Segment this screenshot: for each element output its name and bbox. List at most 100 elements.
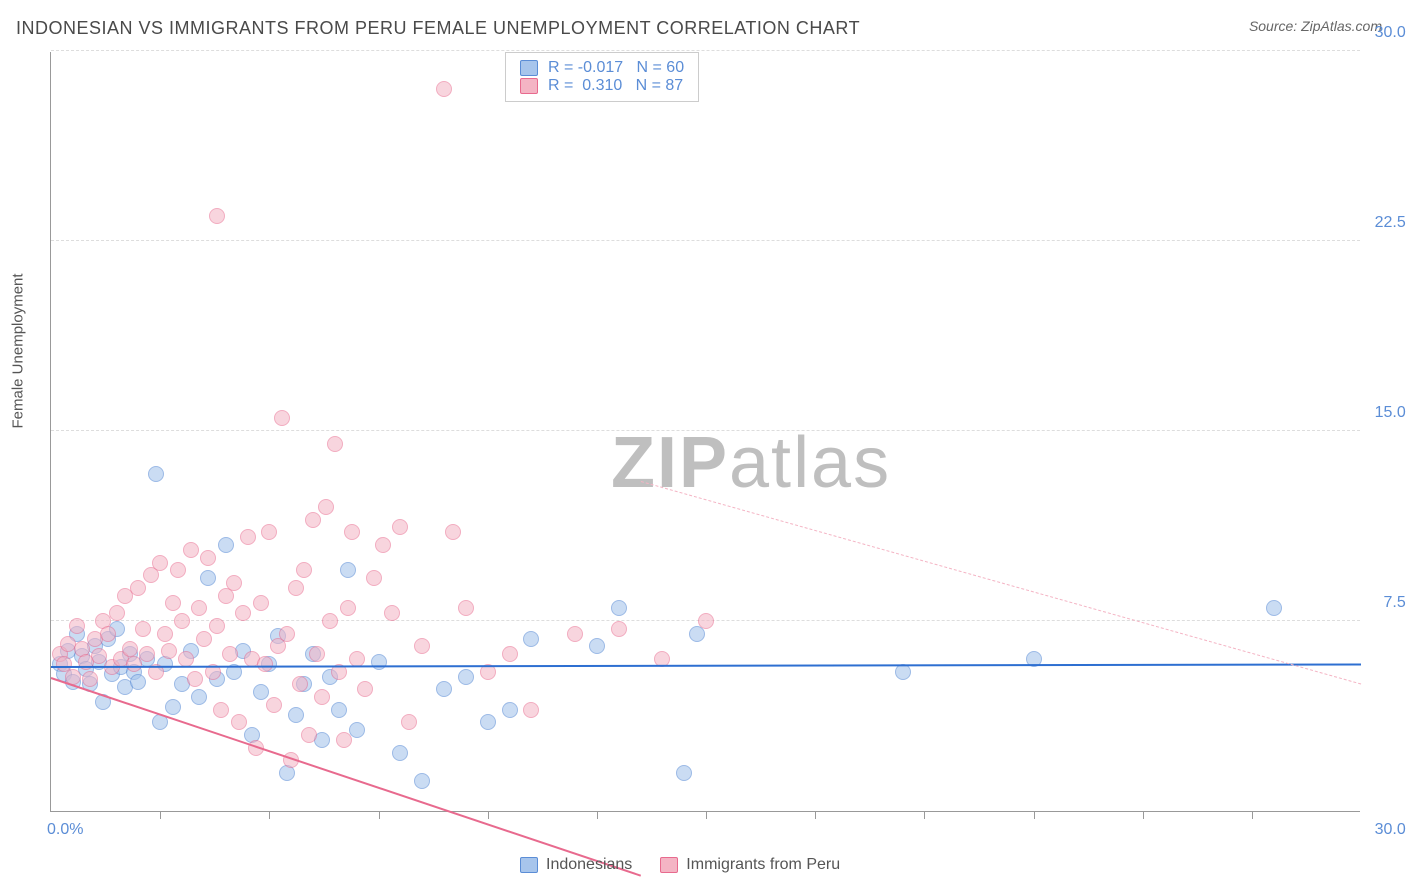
scatter-point	[100, 626, 116, 642]
scatter-point	[157, 626, 173, 642]
scatter-point	[314, 689, 330, 705]
scatter-point	[253, 684, 269, 700]
scatter-point	[279, 626, 295, 642]
legend-item: Indonesians	[520, 856, 632, 874]
scatter-point	[1266, 600, 1282, 616]
x-tick-label: 0.0%	[47, 821, 83, 839]
scatter-point	[109, 605, 125, 621]
scatter-point	[266, 697, 282, 713]
x-tick	[1252, 811, 1253, 819]
scatter-point	[69, 618, 85, 634]
scatter-point	[174, 613, 190, 629]
scatter-point	[349, 722, 365, 738]
x-tick-label: 30.0%	[1375, 821, 1406, 839]
scatter-point	[292, 676, 308, 692]
scatter-point	[183, 542, 199, 558]
scatter-point	[130, 674, 146, 690]
scatter-point	[178, 651, 194, 667]
x-tick	[706, 811, 707, 819]
scatter-point	[288, 580, 304, 596]
scatter-point	[392, 519, 408, 535]
x-tick	[1034, 811, 1035, 819]
scatter-point	[611, 621, 627, 637]
chart-title: INDONESIAN VS IMMIGRANTS FROM PERU FEMAL…	[16, 18, 860, 39]
stat-text: R = -0.017 N = 60	[548, 59, 684, 77]
y-tick-label: 7.5%	[1384, 594, 1406, 612]
scatter-point	[322, 613, 338, 629]
scatter-point	[331, 702, 347, 718]
scatter-point	[318, 499, 334, 515]
legend-item: Immigrants from Peru	[660, 856, 840, 874]
scatter-point	[502, 646, 518, 662]
scatter-point	[165, 595, 181, 611]
scatter-point	[344, 524, 360, 540]
scatter-point	[589, 638, 605, 654]
scatter-point	[122, 641, 138, 657]
stat-text: R = 0.310 N = 87	[548, 77, 683, 95]
y-tick-label: 15.0%	[1375, 404, 1406, 422]
scatter-point	[139, 646, 155, 662]
scatter-point	[200, 570, 216, 586]
scatter-point	[336, 732, 352, 748]
scatter-point	[676, 765, 692, 781]
x-tick	[1143, 811, 1144, 819]
y-tick-label: 30.0%	[1375, 24, 1406, 42]
legend-label: Immigrants from Peru	[686, 856, 840, 874]
scatter-point	[401, 714, 417, 730]
swatch-icon	[520, 857, 538, 873]
grid-line	[51, 430, 1360, 431]
x-tick	[924, 811, 925, 819]
scatter-point	[502, 702, 518, 718]
swatch-icon	[660, 857, 678, 873]
bottom-legend: Indonesians Immigrants from Peru	[520, 856, 840, 874]
scatter-point	[698, 613, 714, 629]
chart-plot-area: ZIPatlas R = -0.017 N = 60 R = 0.310 N =…	[50, 52, 1360, 812]
scatter-point	[196, 631, 212, 647]
correlation-stats-box: R = -0.017 N = 60 R = 0.310 N = 87	[505, 52, 699, 102]
legend-label: Indonesians	[546, 856, 632, 874]
scatter-point	[288, 707, 304, 723]
scatter-point	[200, 550, 216, 566]
scatter-point	[357, 681, 373, 697]
watermark: ZIPatlas	[611, 422, 891, 504]
scatter-point	[130, 580, 146, 596]
scatter-point	[226, 575, 242, 591]
scatter-point	[366, 570, 382, 586]
scatter-point	[209, 618, 225, 634]
y-axis-label: Female Unemployment	[10, 273, 27, 428]
scatter-point	[567, 626, 583, 642]
scatter-point	[384, 605, 400, 621]
scatter-point	[152, 555, 168, 571]
scatter-point	[191, 600, 207, 616]
scatter-point	[301, 727, 317, 743]
scatter-point	[231, 714, 247, 730]
scatter-point	[480, 714, 496, 730]
grid-line	[51, 50, 1360, 51]
scatter-point	[191, 689, 207, 705]
grid-line	[51, 240, 1360, 241]
scatter-point	[305, 512, 321, 528]
scatter-point	[213, 702, 229, 718]
scatter-point	[274, 410, 290, 426]
scatter-point	[458, 669, 474, 685]
scatter-point	[392, 745, 408, 761]
scatter-point	[340, 600, 356, 616]
scatter-point	[327, 436, 343, 452]
scatter-point	[170, 562, 186, 578]
scatter-point	[235, 605, 251, 621]
scatter-point	[414, 773, 430, 789]
scatter-point	[222, 646, 238, 662]
scatter-point	[458, 600, 474, 616]
scatter-point	[148, 466, 164, 482]
x-tick	[597, 811, 598, 819]
scatter-point	[611, 600, 627, 616]
scatter-point	[340, 562, 356, 578]
x-tick	[379, 811, 380, 819]
scatter-point	[445, 524, 461, 540]
x-tick	[160, 811, 161, 819]
scatter-point	[187, 671, 203, 687]
scatter-point	[436, 81, 452, 97]
scatter-point	[240, 529, 256, 545]
stats-row: R = 0.310 N = 87	[520, 77, 684, 95]
scatter-point	[436, 681, 452, 697]
